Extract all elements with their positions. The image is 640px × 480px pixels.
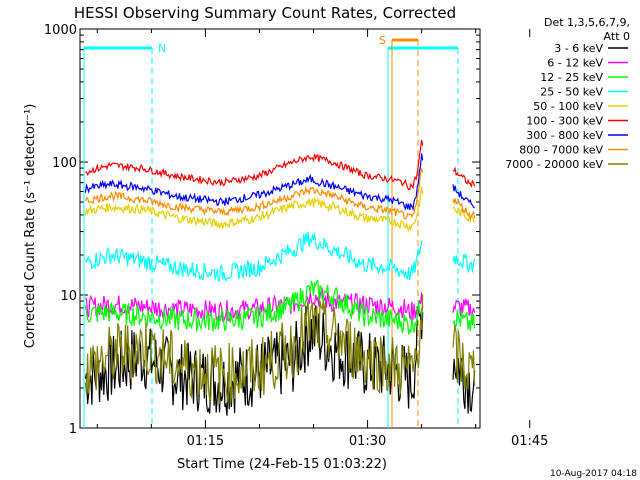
chart-title: HESSI Observing Summary Count Rates, Cor… (74, 4, 456, 22)
legend-entry-label: 3 - 6 keV (554, 42, 603, 55)
series-line-8 (84, 168, 476, 221)
legend-entry-label: 6 - 12 keV (547, 57, 603, 70)
y-tick-label: 100 (52, 156, 77, 171)
plot-frame (79, 28, 481, 429)
legend-entry-label: 7000 - 20000 keV (505, 158, 603, 171)
y-tick-label: 10 (60, 289, 77, 304)
plot-area: 110100100001:1501:3001:4502:0002:1502:30… (44, 23, 549, 449)
legend-entry-label: 50 - 100 keV (533, 100, 603, 113)
saa-label: S (379, 34, 386, 47)
x-tick-label: 01:30 (349, 434, 386, 449)
night-label: N (158, 42, 166, 55)
footer-timestamp: 10-Aug-2017 04:18 (550, 469, 637, 479)
series-line-7 (84, 153, 475, 212)
x-tick-label: 01:45 (511, 434, 548, 449)
y-axis-label: Corrected Count Rate (s⁻¹ detector⁻¹) (23, 104, 38, 349)
legend-entry-label: 800 - 7000 keV (519, 144, 603, 157)
x-axis-label: Start Time (24-Feb-15 01:03:22) (177, 457, 387, 472)
legend-entry-label: 25 - 50 keV (540, 86, 603, 99)
legend-header-detectors: Det 1,3,5,6,7,9, (544, 16, 630, 29)
x-tick-label: 01:15 (187, 434, 224, 449)
legend-entry-label: 12 - 25 keV (540, 71, 603, 84)
y-tick-label: 1000 (44, 23, 77, 38)
series-line-6 (85, 139, 476, 190)
series-line-9 (84, 294, 476, 405)
legend-entry-label: 300 - 800 keV (526, 129, 603, 142)
y-tick-label: 1 (69, 422, 77, 437)
series-line-4 (84, 231, 476, 283)
legend-entry-label: 100 - 300 keV (526, 115, 603, 128)
legend-header-attenuator: Att 0 (604, 30, 630, 43)
series-line-3 (84, 279, 476, 335)
